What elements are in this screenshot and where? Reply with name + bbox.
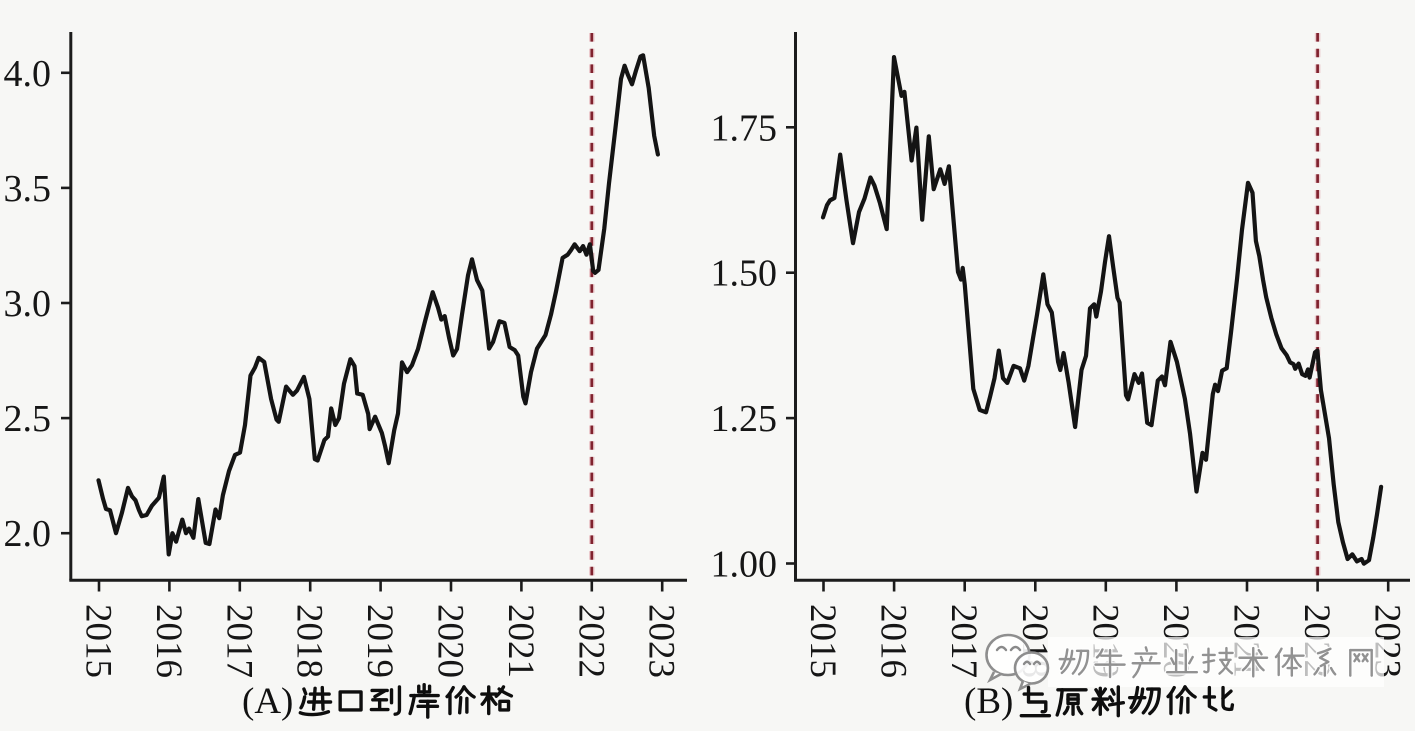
svg-text:2017: 2017 [943, 604, 984, 678]
svg-text:2015: 2015 [78, 604, 119, 678]
svg-text:(A): (A) [242, 681, 293, 722]
svg-text:1.50: 1.50 [711, 253, 778, 295]
svg-text:2.0: 2.0 [4, 513, 52, 555]
svg-text:1.00: 1.00 [711, 544, 778, 586]
svg-text:3.0: 3.0 [4, 283, 52, 325]
svg-text:2019: 2019 [359, 604, 400, 678]
svg-text:2021: 2021 [500, 604, 541, 678]
svg-text:1.75: 1.75 [711, 107, 778, 149]
svg-text:2018: 2018 [289, 604, 330, 678]
svg-text:2015: 2015 [802, 604, 843, 678]
svg-text:2022: 2022 [570, 604, 611, 678]
svg-text:2.5: 2.5 [4, 398, 52, 440]
svg-text:4.0: 4.0 [4, 53, 52, 95]
svg-text:2023: 2023 [641, 604, 682, 678]
svg-text:2016: 2016 [148, 604, 189, 678]
svg-text:2020: 2020 [430, 604, 471, 678]
svg-text:2016: 2016 [873, 604, 914, 678]
svg-text:2017: 2017 [218, 604, 259, 678]
svg-text:(B): (B) [964, 681, 1013, 722]
svg-text:1.25: 1.25 [711, 398, 778, 440]
svg-text:3.5: 3.5 [4, 168, 52, 210]
